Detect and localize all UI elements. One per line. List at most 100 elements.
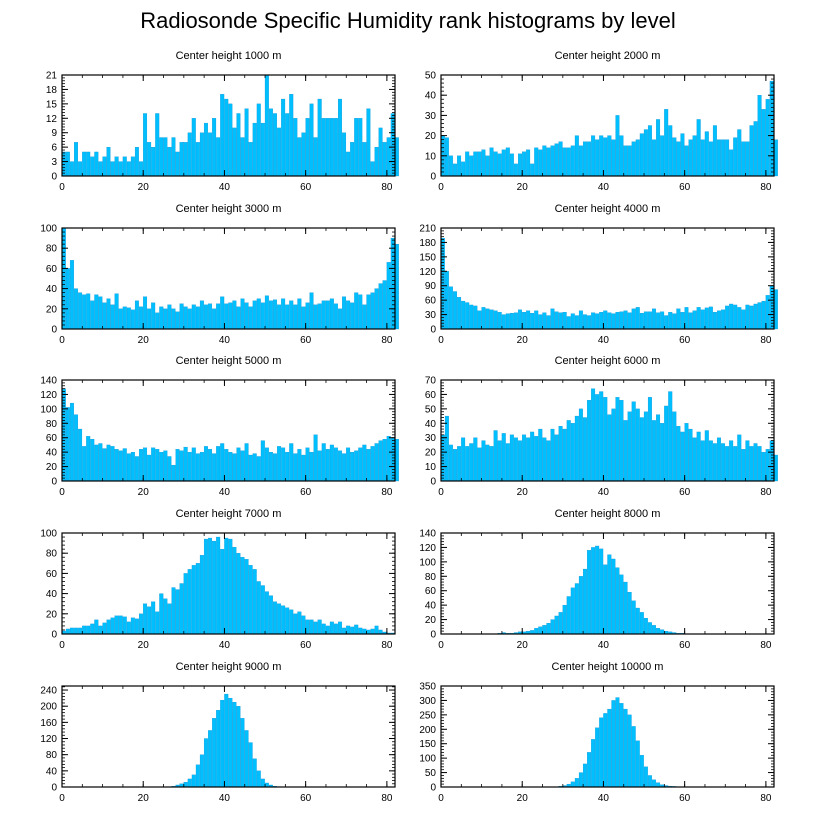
x-tick-label: 80 <box>381 793 393 804</box>
histogram-bar <box>305 447 310 482</box>
histogram-bar <box>378 283 383 330</box>
y-tick-label: 0 <box>51 172 57 183</box>
histogram-bar <box>374 146 379 177</box>
histogram-bar <box>712 443 717 482</box>
histogram-bar <box>733 137 738 177</box>
histogram-bar <box>78 428 83 482</box>
histogram-bar <box>647 397 652 482</box>
histogram-bar <box>240 557 245 635</box>
histogram-bar <box>110 161 115 177</box>
histogram-bar <box>619 703 624 788</box>
histogram-bar <box>273 601 277 635</box>
histogram-bar <box>110 304 115 330</box>
histogram-bar <box>457 446 462 482</box>
histogram-bar <box>195 306 200 330</box>
histogram-bar <box>647 775 652 788</box>
histogram-bar <box>118 161 123 177</box>
y-tick-label: 80 <box>46 419 58 430</box>
y-tick-label: 20 <box>46 462 58 473</box>
histogram-bar <box>216 446 221 482</box>
histogram-bar <box>216 137 221 177</box>
histogram-bar <box>753 303 758 330</box>
histogram-bar <box>599 717 604 788</box>
y-tick-label: 80 <box>425 572 437 583</box>
panel-title: Center height 4000 m <box>555 203 661 215</box>
panel-title: Center height 8000 m <box>555 508 661 520</box>
x-tick-label: 20 <box>517 640 529 651</box>
histogram-bar <box>325 300 330 330</box>
histogram-bar <box>301 306 306 330</box>
histogram-bar <box>652 625 656 635</box>
y-tick-label: 0 <box>430 477 436 488</box>
histogram-bar <box>688 312 693 330</box>
histogram-bar <box>216 303 221 330</box>
histogram-panel-6: Center height 6000 m 0 10 20 30 40 50 60 70 0 20 40… <box>425 355 778 498</box>
panel-title: Center height 5000 m <box>176 355 282 367</box>
histogram-bar <box>163 137 168 177</box>
x-tick-label: 20 <box>517 487 529 498</box>
histogram-bar <box>562 147 567 177</box>
histogram-bar <box>264 447 269 482</box>
y-tick-label: 30 <box>425 310 437 321</box>
histogram-bar <box>122 156 127 177</box>
histogram-bar <box>619 574 624 635</box>
histogram-bar <box>167 304 172 330</box>
histogram-bar <box>82 446 87 482</box>
histogram-bar <box>542 312 547 330</box>
histogram-bar <box>639 133 644 177</box>
histogram-bar <box>623 145 628 177</box>
histogram-bar <box>578 576 583 635</box>
y-tick-label: 18 <box>46 85 58 96</box>
histogram-bar <box>741 141 746 177</box>
x-tick-label: 40 <box>219 640 231 651</box>
histogram-bar <box>337 621 342 635</box>
histogram-bar <box>232 127 237 177</box>
histogram-bar <box>595 139 600 177</box>
histogram-bar <box>639 417 644 482</box>
y-tick-label: 150 <box>419 739 436 750</box>
histogram-bar <box>386 137 391 177</box>
histogram-bar <box>358 447 363 482</box>
histogram-bar <box>126 453 131 482</box>
y-tick-label: 180 <box>419 238 436 249</box>
panel-title: Center height 6000 m <box>555 355 661 367</box>
y-tick-label: 6 <box>51 143 57 154</box>
histogram-bar <box>733 446 738 482</box>
histogram-bar <box>179 583 184 635</box>
histogram-bar <box>143 603 148 635</box>
y-tick-label: 10 <box>425 462 437 473</box>
histogram-bar <box>558 141 563 177</box>
histogram-bar <box>550 619 555 635</box>
histogram-bar <box>595 394 600 482</box>
histogram-bar <box>591 547 596 635</box>
histogram-bar <box>761 109 766 177</box>
histogram-bar <box>143 447 148 482</box>
histogram-bar <box>195 453 200 482</box>
histogram-bar <box>444 415 449 482</box>
histogram-bar <box>289 94 294 177</box>
histogram-bar <box>578 772 583 788</box>
histogram-panel-8: Center height 8000 m 0 20 40 60 80 100 120 140 0 2… <box>419 508 775 651</box>
x-tick-label: 60 <box>300 640 312 651</box>
histogram-bar <box>741 449 746 482</box>
histogram-bar <box>526 310 531 330</box>
histogram-bar <box>574 583 579 635</box>
histogram-bar <box>106 146 111 177</box>
histogram-bar <box>526 437 531 482</box>
histogram-bar <box>191 774 196 788</box>
histogram-bar <box>546 440 551 482</box>
y-tick-label: 100 <box>40 224 57 235</box>
histogram-bar <box>578 310 583 330</box>
histogram-bar <box>325 118 330 177</box>
histogram-bar <box>236 447 241 482</box>
histogram-bar <box>461 300 466 330</box>
histogram-bar <box>350 626 355 635</box>
histogram-bar <box>362 142 367 177</box>
plot-frame <box>61 227 396 330</box>
histogram-bar <box>611 700 616 788</box>
histogram-bar <box>139 161 143 177</box>
histogram-bar <box>155 312 160 330</box>
histogram-bar <box>220 443 225 482</box>
histogram-bar <box>378 440 383 482</box>
histogram-bar <box>260 122 265 177</box>
